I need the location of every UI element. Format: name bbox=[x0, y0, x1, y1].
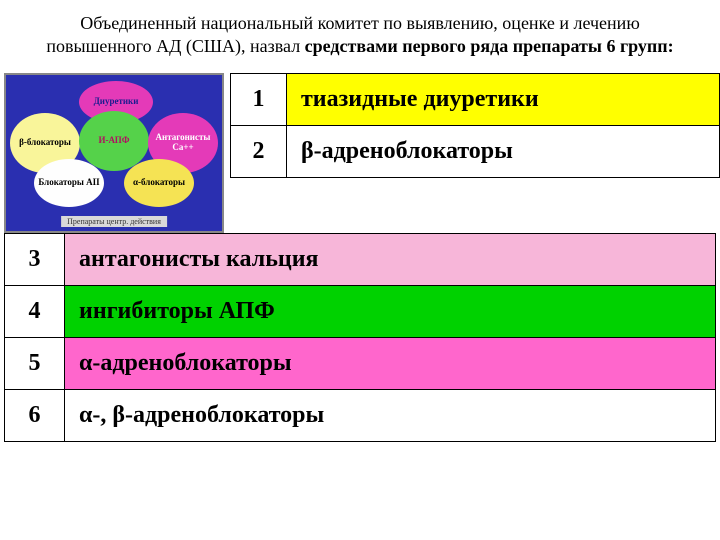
row-label: тиазидные диуретики bbox=[287, 73, 720, 125]
row-num: 4 bbox=[5, 285, 65, 337]
page-heading: Объединенный национальный комитет по выя… bbox=[0, 0, 720, 67]
table-row: 2 β-адреноблокаторы bbox=[231, 125, 720, 177]
row-num: 5 bbox=[5, 337, 65, 389]
table-row: 1 тиазидные диуретики bbox=[231, 73, 720, 125]
drug-table-top: 1 тиазидные диуретики 2 β-адреноблокатор… bbox=[230, 73, 720, 178]
row-label: α-, β-адреноблокаторы bbox=[65, 389, 716, 441]
heading-line2-bold: средствами первого ряда препараты 6 груп… bbox=[305, 36, 674, 56]
content-row: Диуретики β-блокаторы И-АПФ Антагонисты … bbox=[0, 67, 720, 233]
row-num: 1 bbox=[231, 73, 287, 125]
venn-diagram: Диуретики β-блокаторы И-АПФ Антагонисты … bbox=[4, 73, 224, 233]
table-row: 5 α-адреноблокаторы bbox=[5, 337, 716, 389]
row-label: α-адреноблокаторы bbox=[65, 337, 716, 389]
table-row: 3 антагонисты кальция bbox=[5, 233, 716, 285]
venn-circle-a2: Блокаторы АII bbox=[34, 159, 104, 207]
venn-circle-iapf: И-АПФ bbox=[79, 111, 149, 171]
venn-caption: Препараты центр. действия bbox=[61, 216, 167, 227]
table-row: 6 α-, β-адреноблокаторы bbox=[5, 389, 716, 441]
row-label: β-адреноблокаторы bbox=[287, 125, 720, 177]
lower-table-wrap: 3 антагонисты кальция 4 ингибиторы АПФ 5… bbox=[0, 233, 720, 442]
row-num: 3 bbox=[5, 233, 65, 285]
drug-table-lower: 3 антагонисты кальция 4 ингибиторы АПФ 5… bbox=[4, 233, 716, 442]
heading-line1: Объединенный национальный комитет по выя… bbox=[80, 13, 640, 33]
row-label: ингибиторы АПФ bbox=[65, 285, 716, 337]
table-row: 4 ингибиторы АПФ bbox=[5, 285, 716, 337]
venn-circle-alpha: α-блокаторы bbox=[124, 159, 194, 207]
heading-line2-plain: повышенного АД (США), назвал bbox=[46, 36, 304, 56]
row-label: антагонисты кальция bbox=[65, 233, 716, 285]
row-num: 2 bbox=[231, 125, 287, 177]
top-table-wrap: 1 тиазидные диуретики 2 β-адреноблокатор… bbox=[230, 73, 720, 178]
row-num: 6 bbox=[5, 389, 65, 441]
